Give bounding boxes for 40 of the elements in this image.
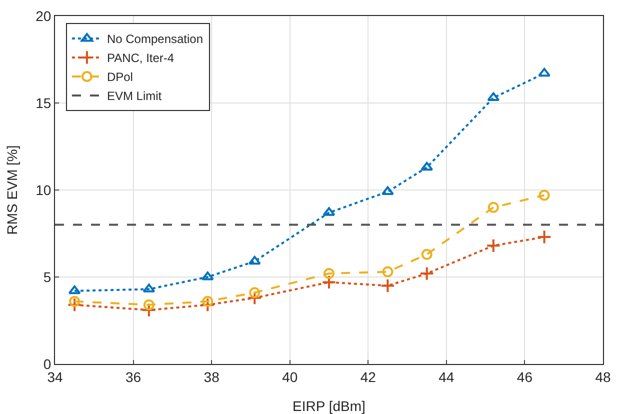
y-tick-label: 10 <box>36 182 52 198</box>
point <box>487 92 500 102</box>
point <box>421 248 432 260</box>
x-tick-label: 44 <box>438 368 454 385</box>
point <box>538 190 550 201</box>
y-tick-label: 15 <box>36 94 52 111</box>
point <box>322 274 336 290</box>
point <box>420 162 434 171</box>
legend-label: No Compensation <box>106 32 204 46</box>
point <box>536 230 552 244</box>
point <box>247 290 262 306</box>
point <box>143 299 154 310</box>
y-axis-title: RMS EVM [%] <box>4 145 20 235</box>
x-tick-label: 46 <box>516 368 533 385</box>
x-tick-label: 38 <box>204 368 220 385</box>
y-tick-label: 5 <box>43 268 52 285</box>
x-tick-label: 40 <box>282 368 298 385</box>
point <box>420 266 434 281</box>
legend-label: PANC, Iter-4 <box>106 51 174 66</box>
point <box>538 68 550 77</box>
point <box>324 268 334 280</box>
point <box>380 278 396 293</box>
point <box>486 238 501 253</box>
point <box>69 296 80 307</box>
legend-label: DPol <box>106 70 133 84</box>
point <box>249 287 260 298</box>
x-axis-title: EIRP [dBm] <box>292 398 366 414</box>
y-tick-label: 20 <box>36 8 52 24</box>
point <box>200 298 215 312</box>
point <box>382 186 394 195</box>
x-tick-label: 42 <box>360 368 376 385</box>
point <box>248 256 261 265</box>
point <box>67 298 82 312</box>
point <box>488 202 499 213</box>
legend-label: EVM Limit <box>106 89 162 104</box>
point <box>202 296 214 307</box>
x-tick-label: 36 <box>126 368 142 385</box>
point <box>382 266 394 278</box>
x-tick-label: 48 <box>595 368 611 385</box>
point <box>68 285 81 294</box>
